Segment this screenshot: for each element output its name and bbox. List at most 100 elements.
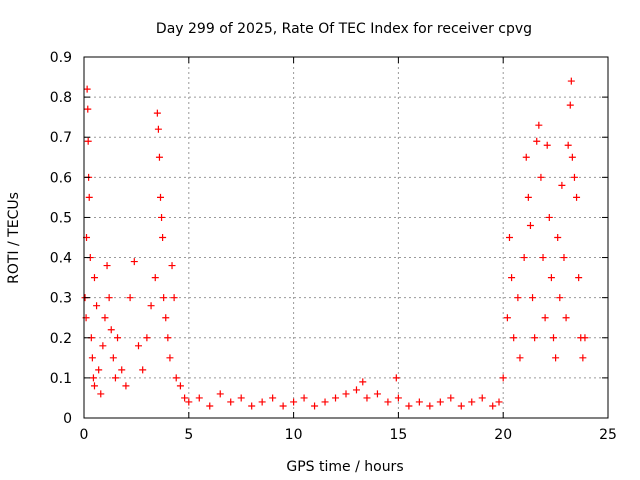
data-point [103, 262, 111, 270]
data-point [321, 398, 329, 406]
data-point [547, 274, 555, 282]
data-point [581, 334, 589, 342]
data-point [176, 382, 184, 390]
data-point [97, 390, 105, 398]
data-point [564, 141, 572, 149]
data-point [529, 294, 537, 302]
data-point [567, 77, 575, 85]
chart-title: Day 299 of 2025, Rate Of TEC Index for r… [156, 21, 532, 37]
data-point [279, 402, 287, 410]
data-point [109, 354, 117, 362]
data-point [311, 402, 319, 410]
data-point [457, 402, 465, 410]
data-point [195, 394, 203, 402]
data-point [158, 213, 166, 221]
y-tick-label: 0 [63, 411, 72, 427]
data-point [499, 374, 507, 382]
data-point [93, 302, 101, 310]
y-tick-label: 0.7 [50, 130, 72, 146]
data-point [139, 366, 147, 374]
x-tick-label: 0 [80, 427, 89, 443]
data-point [85, 193, 93, 201]
data-point [562, 314, 570, 322]
data-point [248, 402, 256, 410]
data-point [300, 394, 308, 402]
data-point [436, 398, 444, 406]
data-point [539, 254, 547, 262]
data-point [185, 398, 193, 406]
data-point [157, 193, 165, 201]
y-tick-label: 0.4 [50, 251, 72, 267]
data-point [533, 137, 541, 145]
data-points [81, 77, 589, 410]
data-point [535, 121, 543, 129]
data-point [118, 366, 126, 374]
x-tick-label: 25 [599, 427, 617, 443]
data-point [126, 294, 134, 302]
data-point [130, 258, 138, 266]
data-point [373, 390, 381, 398]
data-point [405, 402, 413, 410]
data-point [99, 342, 107, 350]
data-point [394, 394, 402, 402]
plot-frame [83, 56, 609, 419]
x-tick-label: 10 [285, 427, 303, 443]
y-tick-label: 0.6 [50, 170, 72, 186]
data-point [166, 354, 174, 362]
data-point [162, 314, 170, 322]
data-point [543, 141, 551, 149]
x-tick-label: 5 [184, 427, 193, 443]
data-point [566, 101, 574, 109]
data-point [558, 181, 566, 189]
data-point [526, 221, 534, 229]
data-point [160, 294, 168, 302]
data-point [134, 342, 142, 350]
y-axis-title: ROTI / TECUs [6, 192, 22, 284]
data-point [524, 193, 532, 201]
data-point [352, 386, 360, 394]
data-point [556, 294, 564, 302]
data-point [359, 378, 367, 386]
data-point [159, 234, 167, 241]
data-point [111, 374, 119, 382]
data-point [206, 402, 214, 410]
data-point [514, 294, 522, 302]
x-tick-label: 20 [494, 427, 512, 443]
data-point [84, 105, 92, 113]
data-point [181, 394, 189, 402]
data-point [332, 394, 340, 402]
data-point [550, 334, 558, 342]
data-point [531, 334, 539, 342]
data-point [216, 390, 224, 398]
data-point [342, 390, 350, 398]
data-point [122, 382, 130, 390]
data-point [89, 374, 97, 382]
data-point [101, 314, 109, 322]
data-point [478, 394, 486, 402]
data-point [290, 398, 298, 406]
data-point [520, 254, 528, 262]
data-point [495, 398, 503, 406]
data-point [508, 274, 516, 282]
data-point [426, 402, 434, 410]
x-tick-label: 15 [389, 427, 407, 443]
y-tick-label: 0.9 [50, 50, 72, 66]
data-point [83, 85, 91, 93]
data-point [570, 173, 578, 181]
data-point [579, 354, 587, 362]
y-tick-label: 0.8 [50, 90, 72, 106]
data-point [541, 314, 549, 322]
data-point [90, 382, 98, 390]
data-point [537, 173, 545, 181]
data-point [568, 153, 576, 161]
data-point [384, 398, 392, 406]
data-point [545, 213, 553, 221]
x-axis-title: GPS time / hours [286, 459, 403, 475]
data-point [170, 294, 178, 302]
y-tick-label: 0.2 [50, 331, 72, 347]
y-tick-label: 0.1 [50, 371, 72, 387]
data-point [505, 234, 513, 241]
data-point [153, 109, 161, 117]
data-point [227, 398, 235, 406]
